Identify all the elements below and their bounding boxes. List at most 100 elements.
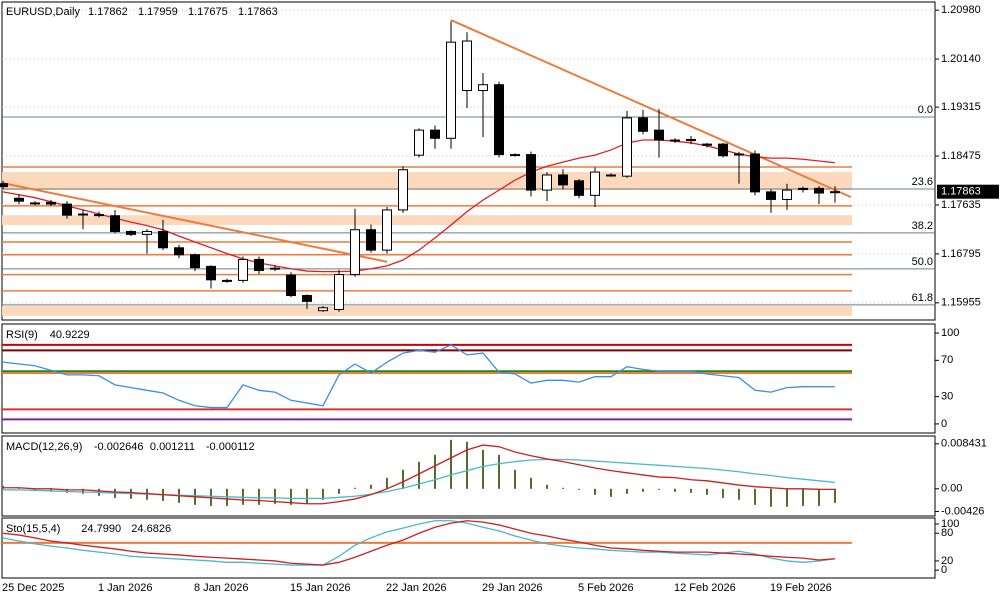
histogram-bar [706, 488, 708, 495]
candle-body [750, 153, 760, 193]
fib-label: 61.8 [912, 292, 933, 304]
candle-body [702, 143, 712, 146]
candle-body [110, 215, 120, 232]
candle-body [670, 139, 680, 142]
histogram-bar [594, 488, 596, 495]
fib-label: 38.2 [912, 220, 933, 232]
histogram-bar [834, 488, 836, 503]
x-tick-label: 29 Jan 2026 [482, 582, 543, 594]
rsi-panel [1, 323, 936, 434]
histogram-bar [770, 488, 772, 507]
candle-body [830, 191, 840, 194]
histogram-bar [610, 488, 612, 497]
y-tick-label: 20 [941, 555, 953, 567]
candle-body [462, 40, 472, 92]
candle-body [158, 230, 168, 249]
readout: 24.6826 [131, 523, 171, 535]
candle-body [142, 230, 152, 235]
main-panel [1, 1, 936, 321]
y-tick-label: -0.00426 [941, 505, 984, 517]
candle-body [78, 213, 88, 216]
histogram-bar [402, 469, 404, 489]
histogram-bar [354, 487, 356, 489]
y-tick-label: 70 [941, 354, 953, 366]
y-tick-label: 1.15955 [941, 297, 981, 309]
candle-body [510, 154, 520, 157]
candle-body [62, 203, 72, 216]
candle-body [558, 174, 568, 186]
x-tick-label: 19 Feb 2026 [770, 582, 832, 594]
price-box [937, 184, 999, 199]
indicator-line [3, 444, 836, 505]
candle-body [766, 191, 776, 200]
candle-body [46, 201, 56, 205]
readout: 0.001211 [150, 441, 195, 453]
x-tick-label: 5 Feb 2026 [578, 582, 634, 594]
histogram-bar [434, 454, 436, 489]
histogram-bar [498, 454, 500, 489]
histogram-bar [386, 477, 388, 489]
histogram-bar [562, 487, 564, 489]
zone [2, 172, 852, 191]
y-tick-label: 1.20980 [941, 4, 981, 16]
y-tick-label: 0 [941, 418, 947, 430]
candle-body [366, 229, 376, 251]
candle-body [782, 189, 792, 200]
indicator-line [3, 458, 836, 500]
indicator-line [2, 344, 836, 409]
y-tick-label: 1.20140 [941, 53, 981, 65]
candle-body [590, 171, 600, 196]
histogram-bar [818, 488, 820, 506]
candle-body [126, 230, 136, 235]
candle-body [302, 295, 312, 302]
indicator-line [2, 520, 836, 566]
histogram-bar [674, 488, 676, 492]
candle-body [606, 174, 616, 177]
candle-body [270, 267, 280, 270]
candle-body [222, 279, 232, 282]
candle-body [622, 117, 632, 177]
y-tick-label: 1.18475 [941, 150, 981, 162]
x-tick-label: 22 Jan 2026 [386, 582, 447, 594]
candle-body [94, 214, 104, 217]
y-tick-label: 1.17635 [941, 199, 981, 211]
histogram-bar [658, 488, 660, 490]
histogram-bar [82, 488, 84, 494]
histogram-bar [690, 488, 692, 493]
zone [2, 306, 852, 316]
fib-label: 50.0 [912, 256, 933, 268]
y-tick-label: 0 [941, 564, 947, 576]
candle-body [478, 84, 488, 92]
candle-body [686, 138, 696, 142]
readout: 24.7990 [81, 523, 121, 535]
candle-body [0, 183, 8, 188]
y-tick-label: 100 [941, 518, 959, 530]
x-tick-label: 12 Feb 2026 [674, 582, 736, 594]
histogram-bar [274, 488, 276, 504]
histogram-bar [546, 484, 548, 489]
panel-title: RSI(9) [6, 329, 38, 341]
candle-body [814, 187, 824, 194]
readout: -0.002646 [94, 441, 144, 453]
panel-title: MACD(12,26,9) [6, 441, 82, 453]
histogram-bar [418, 461, 420, 489]
y-tick-label: 30 [941, 391, 953, 403]
panel-title: EURUSD,Daily [6, 6, 80, 18]
trendline [450, 19, 852, 199]
candle-body [334, 274, 344, 311]
candle-body [174, 247, 184, 256]
readout: -0.000112 [206, 441, 255, 453]
candle-body [718, 143, 728, 157]
y-tick-label: 1.19315 [941, 101, 981, 113]
y-tick-label: 0.008431 [941, 438, 987, 450]
readout: 1.17862 [88, 6, 128, 18]
panel-title: Sto(15,5,4) [6, 523, 60, 535]
histogram-bar [306, 488, 308, 504]
candle-body [414, 129, 424, 156]
histogram-bar [802, 488, 804, 506]
candle-body [574, 180, 584, 196]
candle-body [318, 307, 328, 312]
histogram-bar [258, 488, 260, 505]
candle-body [798, 187, 808, 191]
